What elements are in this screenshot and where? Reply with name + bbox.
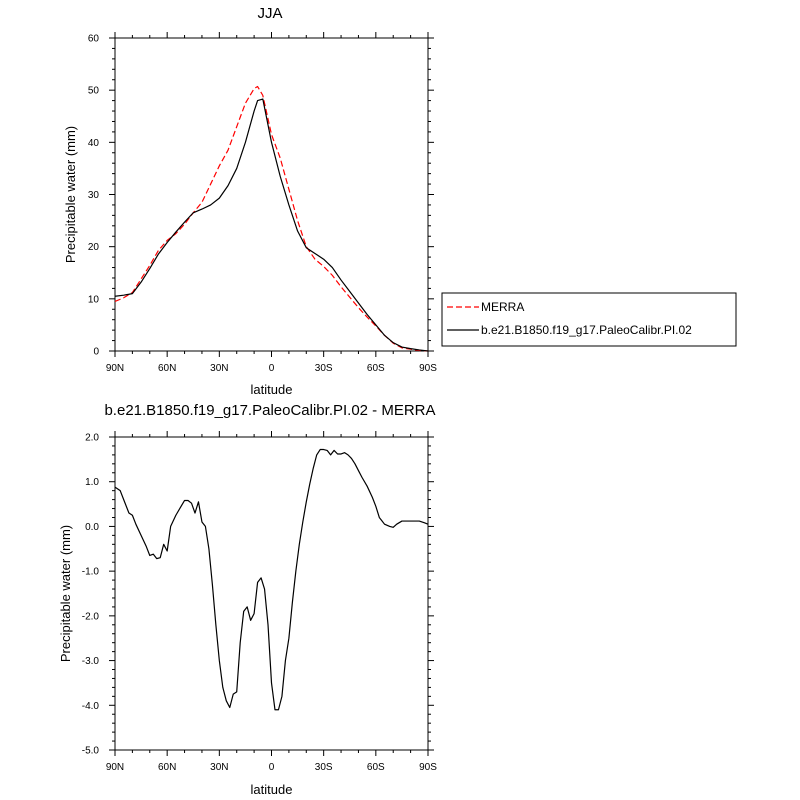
bottom-x-tick-label: 30N [210,762,228,773]
top-y-tick-label: 40 [88,138,100,149]
top-y-tick-label: 30 [88,190,100,201]
bottom-y-tick-label: -5.0 [82,746,100,757]
bottom-y-tick-label: 1.0 [85,477,99,488]
top-y-tick-label: 20 [88,242,100,253]
bottom-x-tick-label: 30S [315,762,333,773]
bottom-y-axis-label: Precipitable water (mm) [58,525,73,662]
bottom-series-line-0 [114,448,429,711]
top-series [114,85,429,352]
bottom-plot-frame [114,436,429,751]
bottom-x-axis-label: latitude [251,782,293,797]
top-ticks: 90N 60N 30N 0 30S 60S 90S 0 10 20 30 40 50 60 [88,32,437,374]
legend-label-merra: MERRA [481,300,524,314]
legend-label-model: b.e21.B1850.f19_g17.PaleoCalibr.PI.02 [481,323,692,337]
top-x-tick-label: 30S [315,363,333,374]
bottom-y-tick-label: -1.0 [82,567,100,578]
top-series-line-1 [114,98,429,352]
bottom-x-tick-label: 60N [158,762,176,773]
top-x-tick-label: 90S [419,363,437,374]
bottom-panel: b.e21.B1850.f19_g17.PaleoCalibr.PI.02 - … [58,402,437,797]
top-chart-title: JJA [257,5,282,22]
top-x-tick-label: 30N [210,363,228,374]
top-x-tick-label: 90N [106,363,124,374]
bottom-y-tick-label: -3.0 [82,656,100,667]
bottom-series [114,448,429,711]
bottom-y-tick-label: 2.0 [85,433,99,444]
top-x-tick-label: 0 [269,363,275,374]
top-y-tick-label: 60 [88,34,100,45]
legend: MERRA b.e21.B1850.f19_g17.PaleoCalibr.PI… [441,292,737,347]
bottom-x-tick-label: 90S [419,762,437,773]
top-x-axis-label: latitude [251,382,293,397]
top-y-tick-label: 10 [88,294,100,305]
top-y-axis-label: Precipitable water (mm) [63,126,78,263]
bottom-x-tick-label: 90N [106,762,124,773]
top-y-tick-label: 0 [93,347,99,358]
bottom-y-tick-label: 0.0 [85,522,99,533]
bottom-ticks: 90N 60N 30N 0 30S 60S 90S 2.0 1.0 0.0 -1.0 -2.0 -3.0… [82,431,437,773]
top-x-tick-label: 60S [367,363,385,374]
legend-box [441,292,737,347]
top-x-tick-label: 60N [158,363,176,374]
bottom-y-tick-label: -4.0 [82,701,100,712]
top-plot-frame [114,37,429,352]
top-panel: JJA 90N 60N 30N 0 30S 60S 90S 0 10 20 30 40 50 60 lat… [63,5,737,397]
bottom-y-tick-label: -2.0 [82,611,100,622]
top-series-line-0 [114,85,429,352]
bottom-x-tick-label: 0 [269,762,275,773]
top-y-tick-label: 50 [88,86,100,97]
bottom-x-tick-label: 60S [367,762,385,773]
bottom-chart-title: b.e21.B1850.f19_g17.PaleoCalibr.PI.02 - … [104,402,435,419]
